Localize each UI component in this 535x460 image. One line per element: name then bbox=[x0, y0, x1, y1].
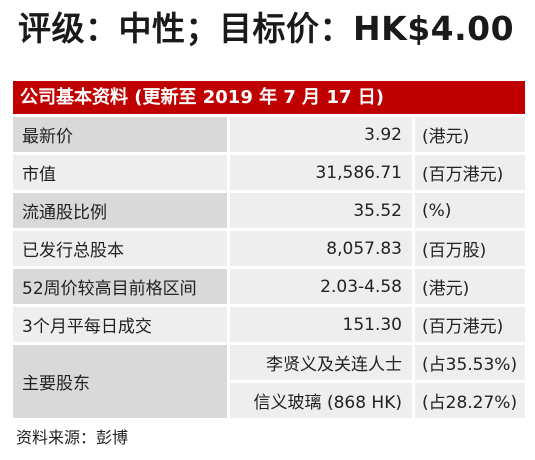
row-label: 最新价 bbox=[13, 117, 227, 152]
table-row-latest-price: 最新价 3.92 (港元) bbox=[13, 117, 525, 152]
shareholders-list: 李贤义及关连人士 (占35.53%) 信义玻璃 (868 HK) (占28.27… bbox=[230, 345, 525, 418]
shareholder-share: (占35.53%) bbox=[415, 345, 525, 380]
row-label: 3个月平每日成交 bbox=[13, 307, 227, 342]
table-row-total-shares: 已发行总股本 8,057.83 (百万股) bbox=[13, 231, 525, 266]
row-value: 31,586.71 bbox=[230, 155, 412, 190]
table-row-float-ratio: 流通股比例 35.52 (%) bbox=[13, 193, 525, 228]
row-label: 市值 bbox=[13, 155, 227, 190]
row-value: 8,057.83 bbox=[230, 231, 412, 266]
shareholder-item: 李贤义及关连人士 (占35.53%) bbox=[230, 345, 525, 380]
table-row-market-cap: 市值 31,586.71 (百万港元) bbox=[13, 155, 525, 190]
company-info-table: 公司基本资料 (更新至 2019 年 7 月 17 日) 最新价 3.92 (港… bbox=[13, 81, 525, 418]
row-value: 2.03-4.58 bbox=[230, 269, 412, 304]
rating-title: 评级：中性；目标价：HK$4.00 bbox=[18, 9, 515, 48]
row-unit: (百万港元) bbox=[415, 307, 525, 342]
shareholder-name: 李贤义及关连人士 bbox=[230, 345, 412, 380]
row-value: 3.92 bbox=[230, 117, 412, 152]
shareholder-share: (占28.27%) bbox=[415, 383, 525, 418]
source-note: 资料来源：彭博 bbox=[16, 428, 129, 447]
row-label: 52周价较高目前格区间 bbox=[13, 269, 227, 304]
shareholders-label: 主要股东 bbox=[13, 345, 227, 418]
table-row-shareholders: 主要股东 李贤义及关连人士 (占35.53%) 信义玻璃 (868 HK) (占… bbox=[13, 345, 525, 418]
row-unit: (百万股) bbox=[415, 231, 525, 266]
row-unit: (百万港元) bbox=[415, 155, 525, 190]
table-row-52week-range: 52周价较高目前格区间 2.03-4.58 (港元) bbox=[13, 269, 525, 304]
row-value: 151.30 bbox=[230, 307, 412, 342]
row-unit: (港元) bbox=[415, 117, 525, 152]
table-header: 公司基本资料 (更新至 2019 年 7 月 17 日) bbox=[13, 81, 525, 114]
row-unit: (港元) bbox=[415, 269, 525, 304]
shareholder-name: 信义玻璃 (868 HK) bbox=[230, 383, 412, 418]
row-unit: (%) bbox=[415, 193, 525, 228]
row-label: 流通股比例 bbox=[13, 193, 227, 228]
shareholder-item: 信义玻璃 (868 HK) (占28.27%) bbox=[230, 383, 525, 418]
row-label: 已发行总股本 bbox=[13, 231, 227, 266]
row-value: 35.52 bbox=[230, 193, 412, 228]
table-row-avg-turnover: 3个月平每日成交 151.30 (百万港元) bbox=[13, 307, 525, 342]
